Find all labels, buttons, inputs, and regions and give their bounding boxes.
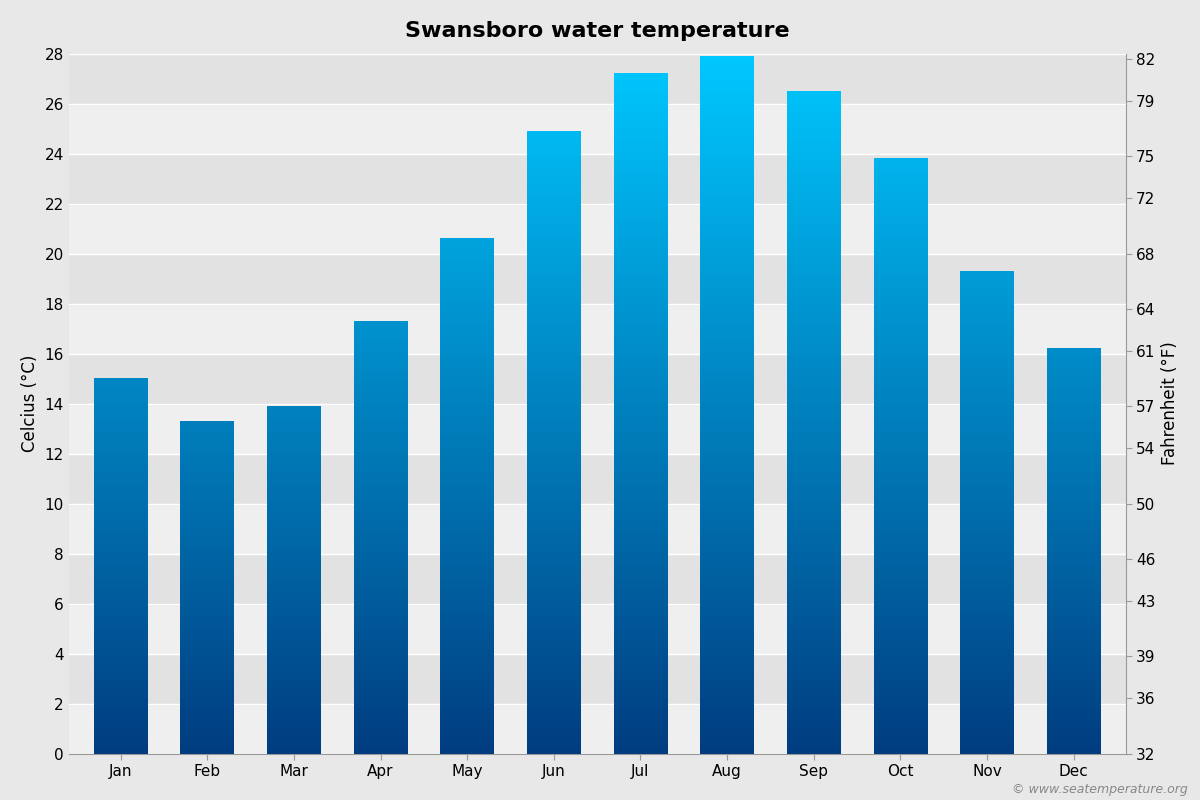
Y-axis label: Celcius (°C): Celcius (°C) [20, 355, 38, 452]
Bar [68, 654, 1126, 704]
Bar [68, 554, 1126, 604]
Bar [68, 203, 1126, 254]
Bar [68, 303, 1126, 354]
Bar [68, 404, 1126, 454]
Text: © www.seatemperature.org: © www.seatemperature.org [1013, 783, 1188, 796]
Bar [68, 504, 1126, 554]
Y-axis label: Fahrenheit (°F): Fahrenheit (°F) [1162, 342, 1180, 466]
Bar [68, 354, 1126, 404]
Bar [68, 154, 1126, 203]
Bar [68, 103, 1126, 154]
Bar [68, 454, 1126, 504]
Bar [68, 604, 1126, 654]
Bar [68, 254, 1126, 303]
Bar [68, 704, 1126, 754]
Title: Swansboro water temperature: Swansboro water temperature [404, 21, 790, 41]
Bar [68, 54, 1126, 103]
